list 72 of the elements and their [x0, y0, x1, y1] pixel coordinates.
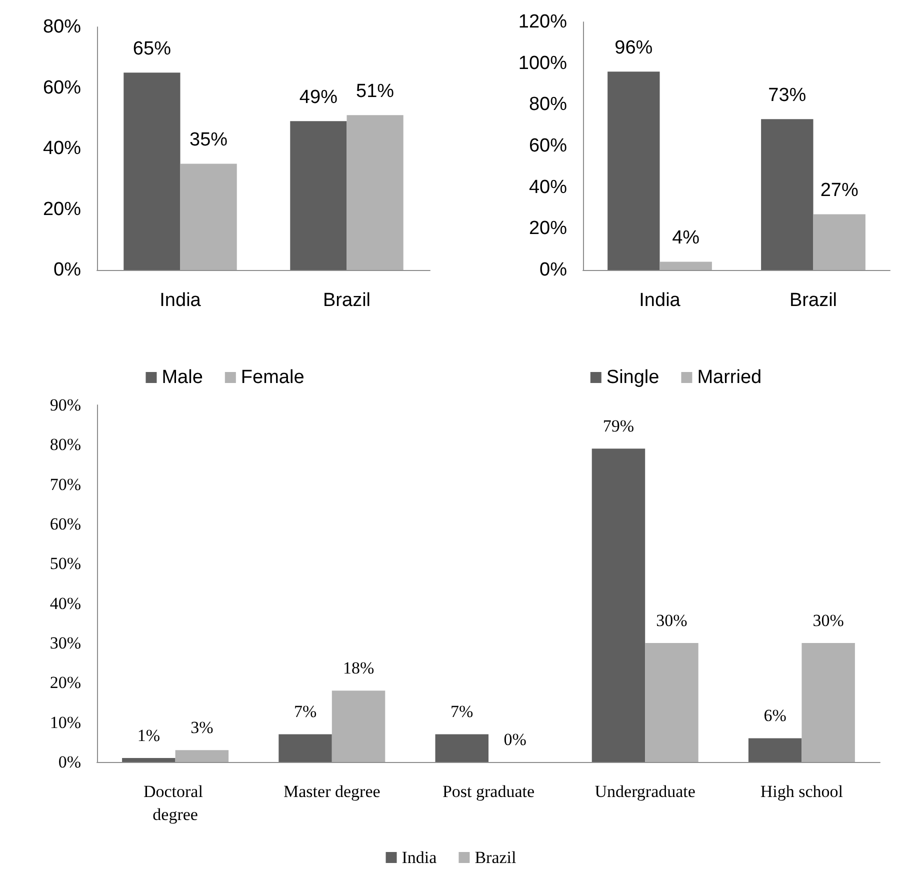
text: 73%	[768, 85, 806, 106]
y-tick-label: 80%	[50, 435, 81, 454]
text: 6%	[764, 706, 786, 726]
bar	[175, 750, 229, 762]
y-tick-label: 40%	[528, 176, 568, 198]
x-tick-label: Doctoral degree	[143, 782, 208, 824]
x-tick-label: Master degree	[284, 782, 380, 801]
bar	[332, 690, 386, 762]
bar	[592, 448, 646, 762]
text: 35%	[190, 130, 228, 151]
text: 18%	[342, 658, 374, 678]
y-tick-label: 40%	[42, 138, 82, 159]
y-tick-label: 80%	[42, 16, 82, 38]
bar	[346, 115, 404, 270]
bar	[435, 734, 488, 762]
x-tick-label: Brazil	[322, 290, 371, 311]
y-tick-label: 60%	[50, 514, 81, 534]
text: 30%	[812, 611, 844, 630]
legend-label: Single	[606, 367, 660, 388]
y-tick-label: 60%	[528, 136, 568, 156]
y-tick-label: 60%	[42, 77, 82, 98]
y-tick-label: 90%	[50, 396, 81, 414]
text: 1%	[137, 726, 160, 746]
x-tick-label: India	[160, 290, 202, 311]
text: 0%	[504, 730, 526, 749]
legend-label: Male	[162, 367, 203, 388]
y-tick-label: 0%	[540, 260, 568, 280]
x-tick-label: Post graduate	[442, 782, 535, 801]
x-tick-label: High school	[760, 782, 844, 801]
y-tick-label: 120%	[518, 12, 568, 32]
y-tick-label: 0%	[54, 260, 82, 280]
bar	[122, 758, 176, 762]
bar	[645, 643, 698, 762]
y-tick-label: 10%	[50, 712, 81, 732]
x-tick-label: Brazil	[789, 290, 838, 311]
bar	[608, 72, 660, 270]
legend-label: Married	[697, 367, 762, 388]
y-tick-label: 50%	[50, 554, 81, 574]
x-tick-label: India	[639, 290, 681, 311]
y-tick-label: 20%	[50, 673, 81, 692]
text: 51%	[356, 81, 394, 102]
y-tick-label: 40%	[50, 594, 81, 613]
text: 65%	[132, 38, 171, 60]
bar	[180, 164, 237, 270]
bar	[748, 738, 802, 762]
y-tick-label: 100%	[518, 52, 568, 74]
y-tick-label: 20%	[42, 198, 82, 220]
y-tick-label: 20%	[528, 218, 568, 240]
text: 27%	[820, 180, 858, 202]
text: 96%	[614, 38, 653, 59]
y-tick-label: 70%	[50, 474, 81, 494]
y-tick-label: 30%	[50, 634, 81, 652]
bar	[290, 121, 347, 270]
text: 30%	[656, 611, 688, 630]
y-tick-label: 0%	[58, 752, 81, 772]
legend-label: Brazil	[474, 848, 517, 867]
text: 7%	[450, 702, 474, 722]
text: 49%	[299, 87, 338, 108]
legend-label: Female	[240, 367, 304, 388]
bar	[802, 643, 855, 762]
bar	[761, 119, 814, 270]
bar	[124, 72, 180, 270]
legend-label: India	[402, 848, 438, 867]
bar	[813, 214, 866, 270]
text: 7%	[294, 702, 317, 722]
x-tick-label: Undergraduate	[594, 782, 696, 801]
text: 4%	[672, 228, 700, 249]
text: 3%	[190, 718, 214, 738]
y-tick-label: 80%	[528, 94, 568, 116]
bar	[660, 262, 712, 270]
bar	[278, 734, 332, 762]
text: 79%	[602, 416, 634, 436]
